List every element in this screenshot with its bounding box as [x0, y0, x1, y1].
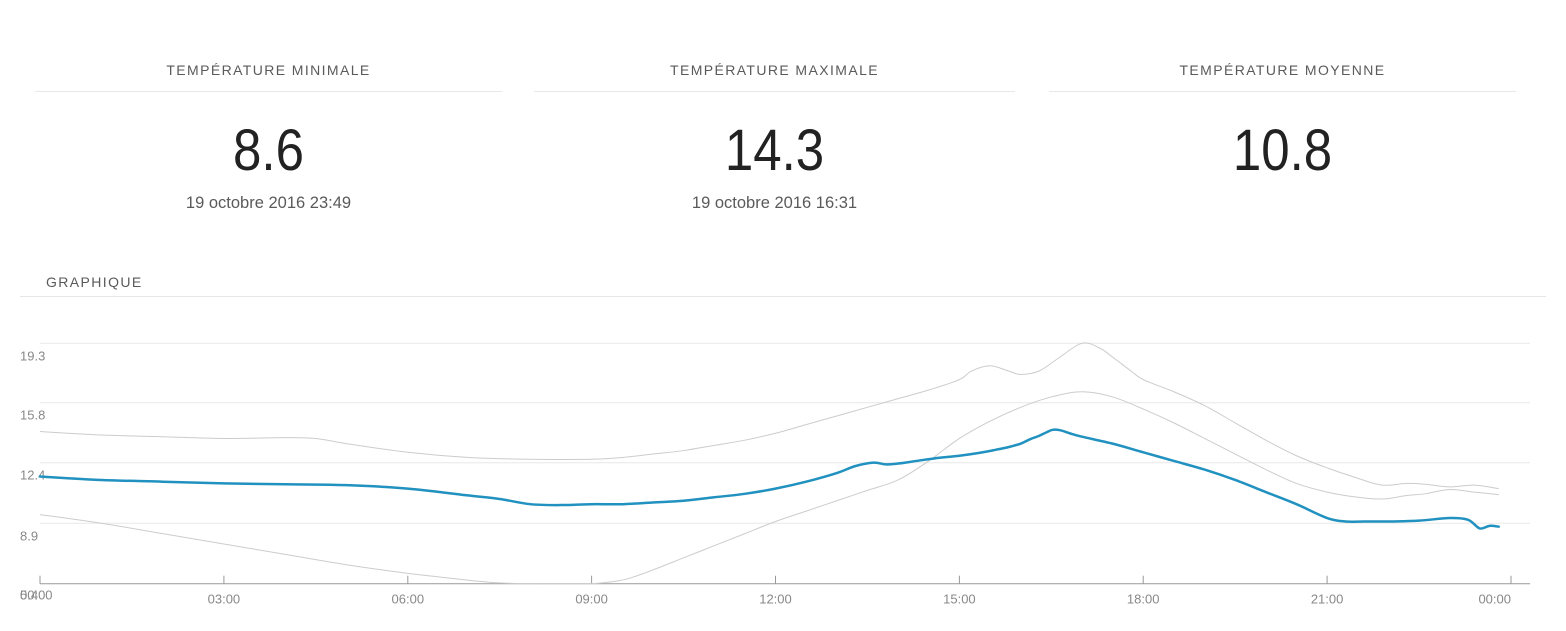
svg-text:21:00: 21:00 — [1311, 592, 1344, 607]
svg-text:15:00: 15:00 — [943, 592, 976, 607]
svg-text:8.9: 8.9 — [20, 528, 38, 543]
svg-text:03:00: 03:00 — [208, 592, 241, 607]
svg-text:12:00: 12:00 — [759, 592, 792, 607]
svg-text:00:00: 00:00 — [1478, 592, 1511, 607]
svg-text:12.4: 12.4 — [20, 468, 45, 483]
svg-text:09:00: 09:00 — [575, 592, 608, 607]
svg-text:18:00: 18:00 — [1127, 592, 1160, 607]
svg-text:00:00: 00:00 — [20, 588, 53, 603]
svg-text:15.8: 15.8 — [20, 408, 45, 423]
svg-text:19.3: 19.3 — [20, 348, 45, 363]
svg-text:06:00: 06:00 — [392, 592, 425, 607]
